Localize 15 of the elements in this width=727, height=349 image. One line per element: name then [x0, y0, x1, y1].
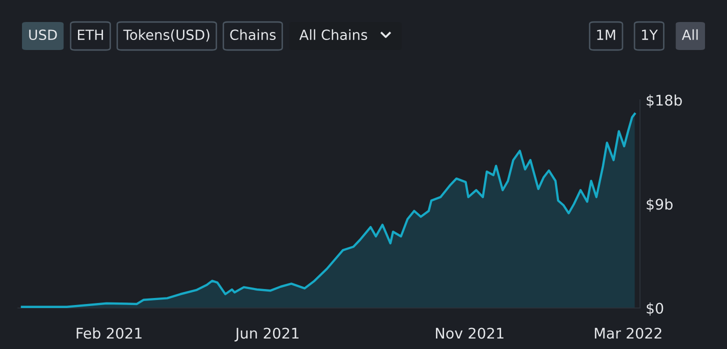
- text: USD: [29, 30, 57, 40]
- x-tick-label: Feb 2021: [76, 327, 142, 339]
- y-tick-label: $0: [646, 302, 664, 316]
- text: ETH: [78, 30, 103, 40]
- text: All Chains: [299, 29, 368, 40]
- y-tick-label: $18b: [646, 94, 682, 108]
- x-tick-label: Jun 2021: [234, 328, 299, 342]
- text: 1M: [597, 30, 616, 40]
- text: Tokens(USD): [123, 29, 210, 42]
- x-tick-label: Mar 2022: [594, 328, 662, 339]
- text: 1Y: [642, 30, 658, 40]
- x-tick-label: Nov 2021: [436, 328, 504, 339]
- text: All: [682, 29, 698, 40]
- y-tick-label: $9b: [646, 198, 673, 212]
- text: Chains: [230, 29, 276, 40]
